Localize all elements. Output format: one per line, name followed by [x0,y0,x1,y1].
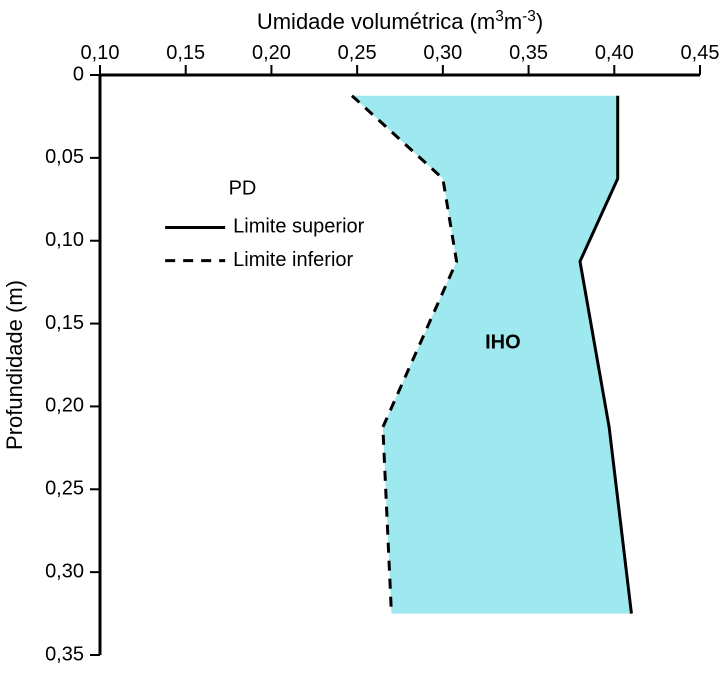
x-tick-label: 0,10 [81,42,120,64]
y-tick-label: 0,35 [45,643,84,665]
chart-container: 0,100,150,200,250,300,350,400,45Umidade … [0,0,725,697]
profile-chart: 0,100,150,200,250,300,350,400,45Umidade … [0,0,725,697]
x-tick-label: 0,30 [423,42,462,64]
x-tick-label: 0,35 [509,42,548,64]
x-tick-label: 0,25 [338,42,377,64]
y-axis-title: Profundidade (m) [2,280,27,450]
x-tick-label: 0,40 [595,42,634,64]
x-tick-label: 0,45 [681,42,720,64]
legend-label-lower: Limite inferior [233,249,353,271]
x-tick-label: 0,20 [252,42,291,64]
legend-title: PD [229,177,257,199]
legend-label-upper: Limite superior [233,216,365,238]
y-tick-label: 0,05 [45,146,84,168]
y-tick-label: 0,30 [45,560,84,582]
iho-label: IHO [485,332,521,354]
y-tick-label: 0,20 [45,395,84,417]
y-tick-label: 0,15 [45,312,84,334]
y-tick-label: 0,10 [45,229,84,251]
y-tick-label: 0,25 [45,478,84,500]
y-tick-label: 0 [73,63,84,85]
x-tick-label: 0,15 [166,42,205,64]
